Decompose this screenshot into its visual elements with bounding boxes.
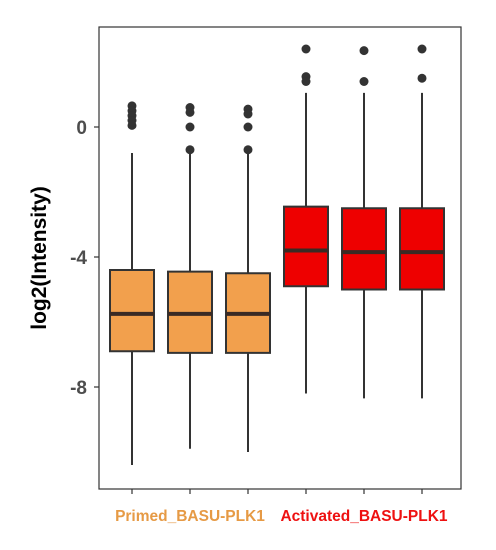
y-tick-label: -4 — [70, 248, 87, 269]
box-replicate — [109, 101, 155, 465]
outlier-point — [243, 122, 253, 132]
box-replicate — [283, 44, 329, 394]
outlier-point — [185, 107, 195, 117]
y-axis-title: log2(Intensity) — [28, 186, 51, 330]
box-replicate — [341, 46, 387, 399]
outlier-point — [185, 145, 195, 155]
box-replicate — [167, 103, 213, 449]
boxes-layer — [109, 44, 445, 465]
group-labels: Primed_BASU-PLK1 Activated_BASU-PLK1 — [115, 508, 448, 525]
outlier-point — [301, 77, 311, 86]
group-label: Primed_BASU-PLK1 — [115, 508, 265, 525]
iqr-box — [399, 207, 445, 291]
outlier-point — [185, 122, 195, 132]
outlier-point — [417, 44, 427, 54]
outlier-point — [127, 120, 137, 130]
iqr-box — [341, 207, 387, 291]
y-tick-label: 0 — [76, 118, 87, 139]
y-tick-label: -8 — [70, 378, 87, 399]
outlier-point — [417, 73, 427, 83]
outlier-point — [301, 44, 311, 54]
iqr-box — [109, 269, 155, 353]
iqr-box — [283, 205, 329, 288]
box-replicate — [225, 104, 271, 452]
outlier-point — [359, 46, 369, 56]
y-axis: 0 -4 -8 — [70, 118, 99, 399]
outlier-point — [243, 109, 253, 119]
outlier-point — [243, 145, 253, 155]
outlier-point — [359, 77, 369, 86]
x-axis — [131, 489, 423, 494]
group-label: Activated_BASU-PLK1 — [280, 508, 447, 525]
box-replicate — [399, 44, 445, 399]
